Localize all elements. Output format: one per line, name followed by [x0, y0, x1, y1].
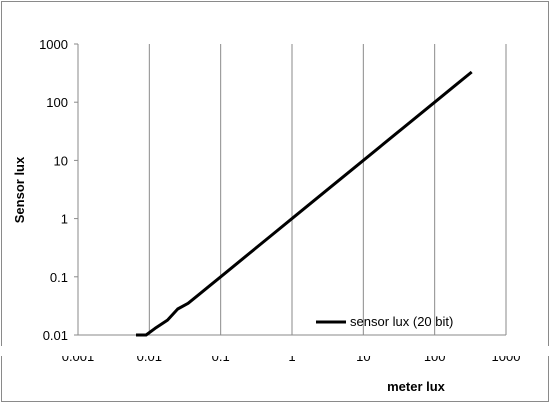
series-group: [136, 70, 473, 337]
x-label-clip-mask: [0, 346, 552, 356]
grid-lines: [148, 44, 507, 335]
y-axis-ticks: 1000 100 10 1 0.1 0.01: [39, 37, 78, 343]
series-line-sensor-lux: [136, 70, 473, 337]
y-tick-label: 100: [46, 95, 68, 110]
y-axis-title: Sensor lux: [12, 156, 27, 223]
x-axis-ticks: 0.001 0.01 0.1 1 10 100 1000: [0, 346, 552, 364]
legend-label: sensor lux (20 bit): [350, 314, 453, 329]
y-tick-label: 0.1: [50, 270, 68, 285]
legend: sensor lux (20 bit): [316, 314, 453, 329]
y-tick-label: 1: [61, 212, 68, 227]
y-tick-label: 1000: [39, 37, 68, 52]
x-tick-label: 1: [288, 349, 295, 364]
y-tick-label: 0.01: [43, 328, 68, 343]
y-tick-label: 10: [54, 153, 68, 168]
x-axis-title: meter lux: [387, 379, 446, 394]
